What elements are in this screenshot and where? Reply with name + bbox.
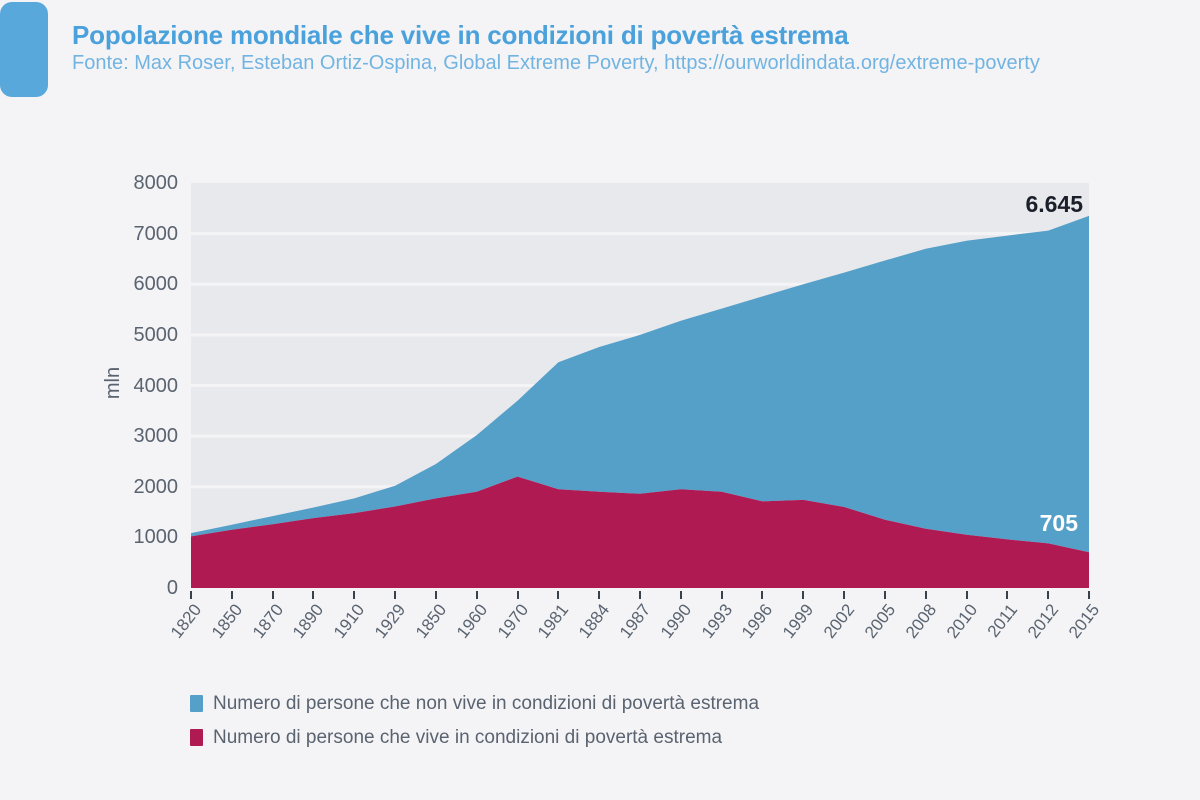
y-tick-label: 8000 [133, 172, 179, 194]
x-tick-mark [190, 591, 192, 599]
non-poverty-area [191, 215, 1089, 553]
x-tick-mark [434, 591, 437, 599]
x-tick-mark [516, 591, 519, 599]
stacked-area-chart [191, 183, 1089, 588]
legend-label: Numero di persone che vive in condizioni… [213, 727, 723, 748]
x-tick-mark [883, 591, 886, 599]
y-tick-label: 0 [166, 577, 178, 599]
x-tick-mark [598, 591, 601, 599]
y-tick-label: 4000 [133, 374, 179, 397]
x-tick-mark [843, 591, 846, 599]
x-tick-mark [965, 591, 968, 599]
x-tick-mark [230, 591, 233, 599]
x-tick-mark [394, 591, 397, 599]
poverty-area [191, 476, 1089, 588]
y-tick-label: 7000 [133, 222, 179, 245]
x-tick-mark [271, 591, 274, 599]
legend-swatch [190, 695, 203, 712]
chart-legend: Numero di persone che non vive in condiz… [190, 694, 759, 762]
header-accent-bar [0, 2, 48, 97]
value-label-not-poor: 6.645 [1025, 191, 1083, 217]
legend-label: Numero di persone che non vive in condiz… [213, 693, 760, 714]
source-line: Fonte: Max Roser, Esteban Ortiz-Ospina, … [72, 52, 1040, 74]
x-tick-mark [924, 591, 927, 599]
x-tick-mark [1088, 591, 1090, 599]
x-tick-mark [639, 591, 641, 599]
x-tick-mark [312, 591, 315, 599]
page-title: Popolazione mondiale che vive in condizi… [72, 20, 849, 50]
x-tick-mark [761, 591, 764, 599]
y-tick-label: 1000 [133, 526, 179, 549]
value-label-poor: 705 [1039, 510, 1078, 536]
x-tick-mark [720, 591, 723, 599]
chart-plot-area [191, 183, 1089, 588]
x-tick-mark [1006, 591, 1009, 599]
y-tick-label: 3000 [133, 425, 179, 448]
y-tick-label: 5000 [133, 323, 179, 346]
legend-item: Numero di persone che vive in condizioni… [190, 728, 759, 747]
x-tick-mark [353, 591, 356, 599]
legend-swatch [190, 729, 203, 746]
x-tick-mark [1047, 591, 1050, 599]
x-tick-mark [679, 591, 682, 599]
x-tick-mark [475, 591, 478, 599]
x-tick-mark [557, 591, 560, 599]
x-tick-mark [802, 591, 805, 599]
y-tick-label: 6000 [133, 273, 179, 296]
legend-item: Numero di persone che non vive in condiz… [190, 694, 759, 713]
y-tick-label: 2000 [133, 475, 179, 498]
